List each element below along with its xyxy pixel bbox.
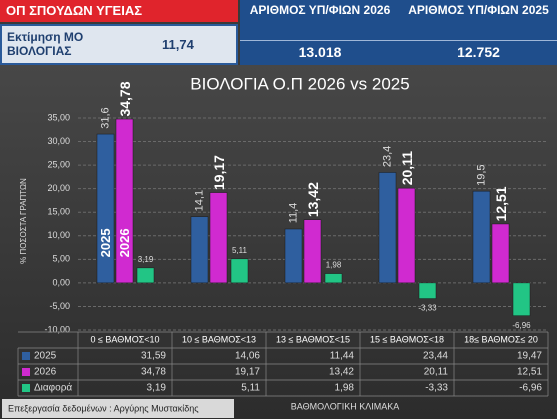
bar: [136, 267, 155, 284]
count-value: 12.752: [457, 44, 500, 60]
legend-label: 2026: [34, 367, 57, 378]
legend-swatch: [22, 352, 30, 360]
bar: [512, 282, 531, 316]
bar: [397, 187, 416, 284]
table-cell: 1,98: [335, 383, 355, 394]
legend-swatch: [22, 384, 30, 392]
y-tick-label: 20,00: [47, 183, 70, 193]
series-label: 2026: [117, 228, 132, 257]
data-label: 12,51: [493, 186, 509, 221]
x-axis-label: ΒΑΘΜΟΛΟΓΙΚΗ ΚΛΙΜΑΚΑ: [291, 401, 399, 411]
bar: [472, 190, 491, 284]
data-label: 14,1: [193, 190, 205, 211]
table-cell: 13,42: [329, 367, 354, 378]
data-label: 3,19: [138, 255, 154, 264]
counts-box: ΑΡΙΘΜΟΣ ΥΠ/ΦΙΩΝ 2026 13.018 ΑΡΙΘΜΟΣ ΥΠ/Φ…: [240, 0, 557, 65]
series-label: 2025: [98, 228, 113, 257]
table-cell: 11,44: [330, 351, 355, 362]
estimate-value: 11,74: [162, 37, 194, 52]
bar: [230, 258, 249, 284]
bar: [96, 133, 115, 284]
legend-label: Διαφορά: [34, 382, 72, 394]
x-tick-label: 10 ≤ ΒΑΘΜΟΣ<13: [182, 334, 256, 344]
bar: [491, 223, 510, 284]
x-tick-label: 0 ≤ ΒΑΘΜΟΣ<10: [90, 334, 159, 344]
bar: [209, 192, 228, 284]
bar: [284, 228, 303, 284]
table-cell: 14,06: [235, 351, 260, 362]
y-axis-label: % ΠΟΣΟΣΤΑ ΓΡΑΠΤΩΝ: [19, 178, 28, 264]
y-tick-label: -10,00: [44, 324, 70, 334]
table-cell: 5,11: [241, 383, 260, 394]
table-cell: 19,47: [517, 351, 542, 362]
x-tick-label: 13 ≤ ΒΑΘΜΟΣ<15: [276, 334, 350, 344]
count-value: 13.018: [298, 44, 342, 60]
table-cell: 34,78: [141, 367, 166, 378]
y-tick-label: 15,00: [47, 207, 70, 217]
bar: [418, 282, 437, 299]
x-tick-label: 18≤ ΒΑΘΜΟΣ≤ 20: [464, 334, 538, 344]
table-cell: 20,11: [424, 367, 449, 378]
count-label: ΑΡΙΘΜΟΣ ΥΠ/ΦΙΩΝ 2025: [408, 3, 549, 17]
chart: ΒΙΟΛΟΓΙΑ Ο.Π 2026 vs 2025 % ΠΟΣΟΣΤΑ ΓΡΑΠ…: [0, 65, 557, 419]
data-label: -6,96: [512, 321, 531, 330]
bar: [190, 216, 209, 284]
table-cell: -6,96: [519, 383, 542, 394]
footer: Επεξεργασία δεδομένων : Αργύρης Μυστακίδ…: [8, 403, 199, 413]
y-tick-label: 25,00: [47, 159, 70, 169]
data-label: 13,42: [305, 182, 321, 217]
legend-swatch: [22, 368, 30, 376]
bar: [378, 172, 397, 284]
divider: [240, 40, 557, 41]
chart-background: [0, 65, 557, 419]
chart-title: ΒΙΟΛΟΓΙΑ Ο.Π 2026 vs 2025: [190, 74, 409, 93]
data-label: 19,5: [475, 164, 487, 185]
count-label: ΑΡΙΘΜΟΣ ΥΠ/ΦΙΩΝ 2026: [249, 3, 391, 17]
y-tick-label: 35,00: [47, 112, 70, 122]
data-label: 23,4: [381, 146, 393, 167]
table-cell: 19,17: [235, 367, 260, 378]
table-cell: 3,19: [147, 383, 167, 394]
bar: [303, 219, 322, 284]
estimate-label: Εκτίμηση ΜΟ ΒΙΟΛΟΓΙΑΣ: [7, 30, 84, 58]
x-tick-label: 15 ≤ ΒΑΘΜΟΣ<18: [370, 334, 444, 344]
table-cell: 31,59: [141, 351, 166, 362]
data-label: 11,4: [287, 203, 299, 224]
table-cell: -3,33: [425, 383, 448, 394]
data-label: 5,11: [232, 246, 248, 255]
y-tick-label: 0,00: [52, 277, 70, 287]
data-label: 19,17: [211, 155, 227, 190]
y-tick-label: -5,00: [49, 301, 70, 311]
data-label: -3,33: [418, 304, 437, 313]
y-tick-label: 30,00: [47, 136, 70, 146]
data-label: 31,6: [99, 107, 111, 128]
y-tick-label: 10,00: [47, 230, 70, 240]
bar: [324, 273, 343, 284]
data-label: 1,98: [326, 261, 342, 270]
legend-label: 2025: [34, 351, 57, 362]
y-tick-label: 5,00: [52, 254, 70, 264]
data-label: 34,78: [117, 81, 133, 116]
badge: ΟΠ ΣΠΟΥΔΩΝ ΥΓΕΙΑΣ: [0, 0, 238, 22]
footer-box: [2, 399, 234, 418]
bar: [115, 118, 134, 284]
estimate-box: Εκτίμηση ΜΟ ΒΙΟΛΟΓΙΑΣ 11,74: [0, 24, 238, 65]
table-cell: 12,51: [517, 367, 542, 378]
table-cell: 23,44: [423, 351, 448, 362]
data-label: 20,11: [399, 151, 415, 185]
